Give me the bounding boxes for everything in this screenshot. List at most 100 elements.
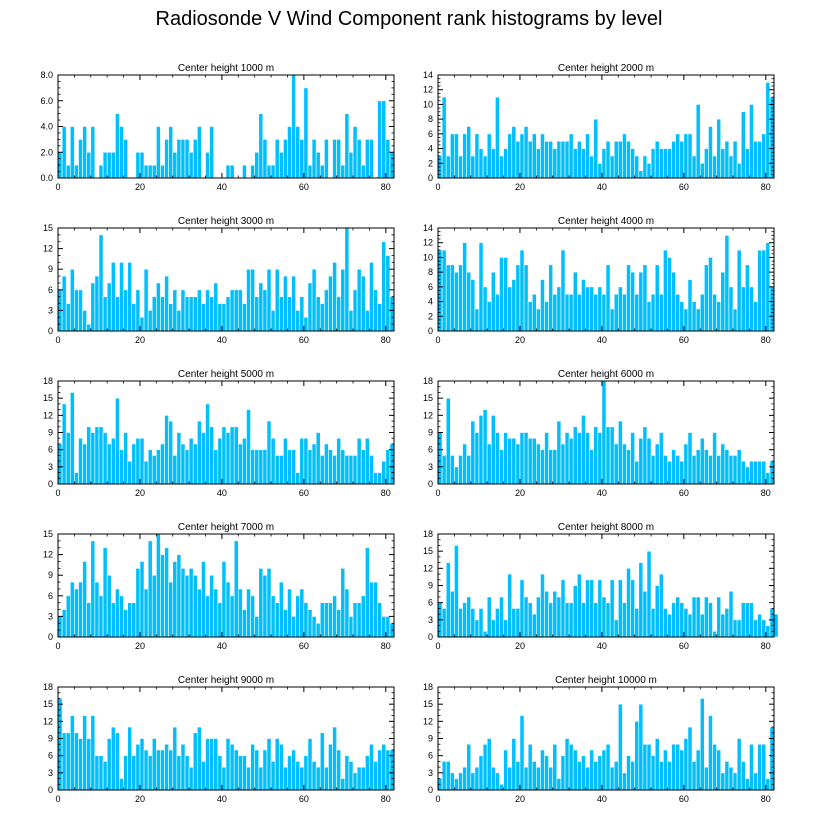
histogram-bar xyxy=(233,289,239,332)
histogram-bar xyxy=(102,761,108,791)
histogram-bar xyxy=(486,738,492,791)
histogram-bar xyxy=(589,286,595,332)
x-tick-label: 40 xyxy=(217,182,227,192)
histogram-bar xyxy=(69,392,75,485)
histogram-bar xyxy=(613,619,619,638)
histogram-bar xyxy=(184,296,190,332)
histogram-bar xyxy=(507,573,513,638)
histogram-bar xyxy=(617,420,623,485)
histogram-bar xyxy=(213,282,219,332)
histogram-bar xyxy=(597,162,603,179)
histogram-bar xyxy=(135,151,141,179)
histogram-bar xyxy=(352,289,358,332)
histogram-bar xyxy=(250,595,255,638)
histogram-bar xyxy=(115,588,120,638)
histogram-bar xyxy=(638,562,644,638)
histogram-bar xyxy=(278,151,284,179)
histogram-bar xyxy=(585,432,590,485)
y-tick-label: 8 xyxy=(428,114,433,124)
histogram-bar xyxy=(736,738,742,791)
y-tick-label: 9 xyxy=(428,581,433,591)
histogram-bar xyxy=(197,126,202,179)
histogram-bar xyxy=(299,296,305,332)
histogram-bar xyxy=(699,437,705,485)
histogram-bar xyxy=(712,630,717,638)
histogram-panel: Center height 6000 m 0 20 40 60 80 0 3 6 9 12 15 18 xyxy=(423,369,775,498)
histogram-bar xyxy=(720,443,726,485)
histogram-bar xyxy=(209,126,215,179)
y-tick-label: 14 xyxy=(423,223,433,233)
histogram-bar xyxy=(139,561,145,638)
histogram-bar xyxy=(646,437,652,485)
histogram-bar xyxy=(209,738,215,791)
histogram-bar xyxy=(160,443,165,485)
histogram-bar xyxy=(283,437,288,485)
histogram-bar xyxy=(515,443,521,485)
histogram-bar xyxy=(724,140,730,179)
histogram-bar xyxy=(98,755,104,791)
histogram-bar xyxy=(531,613,537,638)
histogram-bar xyxy=(568,293,574,332)
histogram-bar xyxy=(552,590,558,638)
histogram-bar xyxy=(593,426,599,485)
x-tick-label: 40 xyxy=(597,488,607,498)
x-tick-label: 0 xyxy=(55,794,60,804)
histogram-bar xyxy=(365,139,370,179)
histogram-bar xyxy=(556,778,562,791)
histogram-bar xyxy=(745,148,750,179)
histogram-bar xyxy=(135,437,141,485)
histogram-bar xyxy=(458,608,463,638)
histogram-bar xyxy=(69,581,75,638)
histogram-bar xyxy=(270,310,276,332)
histogram-bar xyxy=(135,743,141,791)
histogram-bar xyxy=(716,749,722,791)
histogram-panel: Center height 2000 m 0 20 40 60 80 0 2 4 6 8 10 12 14 xyxy=(423,63,775,192)
histogram-bar xyxy=(699,162,705,179)
histogram-bar xyxy=(176,432,182,485)
histogram-bar xyxy=(474,766,480,791)
histogram-bar xyxy=(687,432,693,485)
histogram-bar xyxy=(617,703,623,791)
histogram-bar xyxy=(172,455,178,485)
histogram-bar xyxy=(458,264,463,332)
x-tick-label: 40 xyxy=(217,335,227,345)
histogram-bar xyxy=(503,148,508,179)
histogram-bar xyxy=(319,602,325,638)
histogram-bar xyxy=(278,743,284,791)
histogram-bar xyxy=(445,397,451,485)
histogram-bar xyxy=(86,151,92,179)
histogram-bar xyxy=(757,249,763,332)
histogram-bar xyxy=(454,545,459,638)
histogram-bar xyxy=(258,766,264,791)
histogram-bar xyxy=(340,449,346,485)
histogram-bar xyxy=(324,602,329,638)
histogram-bar xyxy=(642,264,648,332)
x-tick-label: 40 xyxy=(217,641,227,651)
histogram-bar xyxy=(593,118,599,179)
histogram-bar xyxy=(94,426,100,485)
y-tick-label: 6 xyxy=(428,282,433,292)
histogram-bar xyxy=(642,743,648,791)
histogram-bar xyxy=(765,625,771,638)
histogram-bar xyxy=(242,303,247,332)
histogram-bar xyxy=(307,449,313,485)
histogram-bar xyxy=(65,164,71,179)
histogram-bar xyxy=(728,455,734,485)
histogram-bar xyxy=(486,301,492,332)
x-tick-label: 60 xyxy=(299,335,309,345)
histogram-bar xyxy=(270,437,276,485)
y-tick-label: 15 xyxy=(43,223,53,233)
histogram-bar xyxy=(356,602,362,638)
histogram-bar xyxy=(437,432,443,485)
histogram-bar xyxy=(577,432,582,485)
histogram-bar xyxy=(270,164,276,179)
histogram-bar xyxy=(605,602,611,638)
histogram-bar xyxy=(720,613,726,638)
histogram-bar xyxy=(225,164,231,179)
histogram-bar xyxy=(188,296,194,332)
histogram-bar xyxy=(139,738,145,791)
y-tick-label: 4 xyxy=(428,144,433,154)
histogram-bar xyxy=(523,432,529,485)
histogram-bar xyxy=(213,449,219,485)
y-tick-label: 6 xyxy=(48,445,53,455)
